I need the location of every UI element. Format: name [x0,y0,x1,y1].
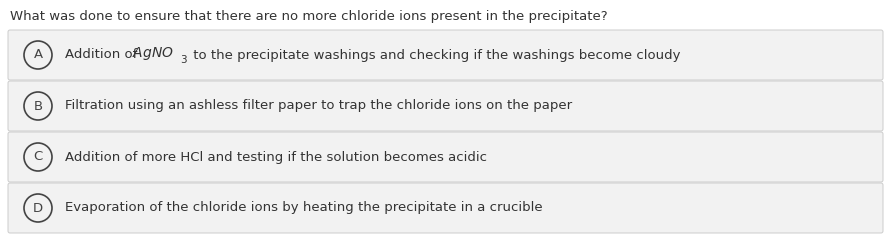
Text: What was done to ensure that there are no more chloride ions present in the prec: What was done to ensure that there are n… [10,10,608,23]
Text: C: C [33,150,43,164]
FancyBboxPatch shape [8,30,883,80]
Text: D: D [33,202,43,214]
Text: 3: 3 [181,55,187,65]
Text: B: B [34,100,43,112]
Text: A: A [34,48,43,62]
Text: Addition of more HCl and testing if the solution becomes acidic: Addition of more HCl and testing if the … [65,150,487,164]
Text: Filtration using an ashless filter paper to trap the chloride ions on the paper: Filtration using an ashless filter paper… [65,100,572,112]
Text: Addition of: Addition of [65,48,142,62]
Text: Evaporation of the chloride ions by heating the precipitate in a crucible: Evaporation of the chloride ions by heat… [65,202,543,214]
FancyBboxPatch shape [8,132,883,182]
Text: to the precipitate washings and checking if the washings become cloudy: to the precipitate washings and checking… [189,48,680,62]
Text: $\mathit{AgNO}$: $\mathit{AgNO}$ [132,46,174,62]
FancyBboxPatch shape [8,183,883,233]
FancyBboxPatch shape [8,81,883,131]
